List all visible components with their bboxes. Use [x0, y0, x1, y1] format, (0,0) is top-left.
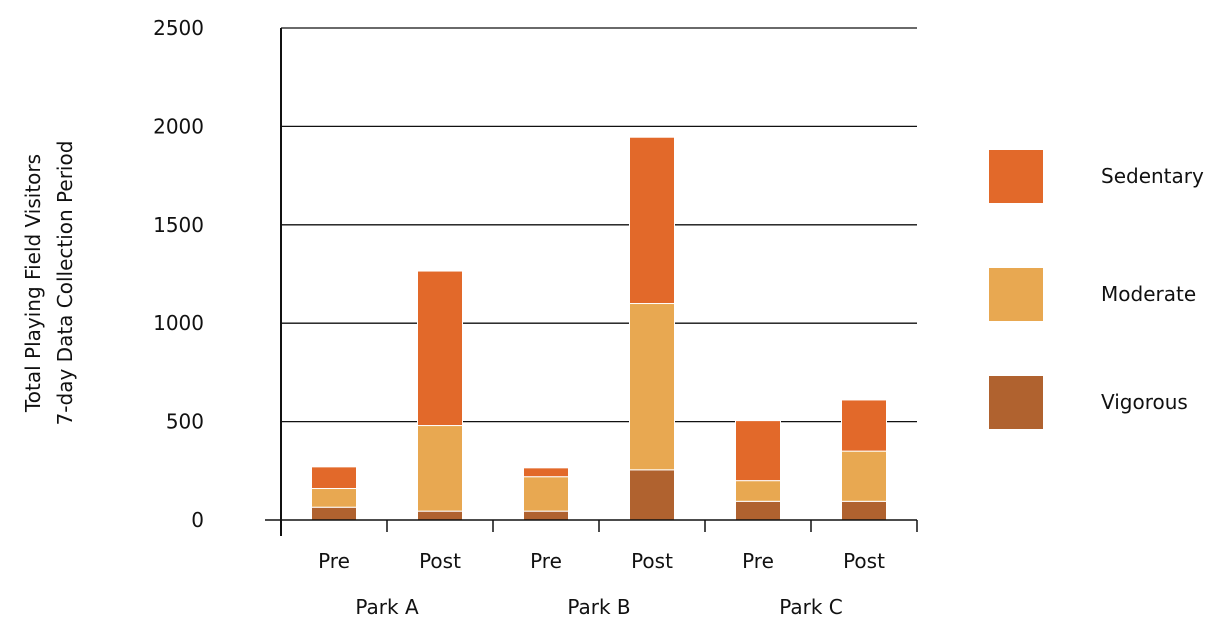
x-tick-labels: Pre Post Pre Post Pre Post	[318, 549, 885, 573]
group-label: Park C	[779, 595, 843, 619]
y-tick-label: 500	[166, 410, 204, 434]
bar-segment-vigorous	[629, 469, 675, 521]
y-axis-title-line: Total Playing Field Visitors	[21, 154, 45, 413]
group-labels: Park A Park B Park C	[355, 595, 842, 619]
legend-swatch-sedentary	[989, 150, 1043, 203]
y-tick-label: 1500	[153, 213, 204, 237]
legend-swatch-vigorous	[989, 376, 1043, 429]
bar-segment-sedentary	[735, 420, 781, 482]
bar-segment-moderate	[311, 488, 357, 508]
group-label: Park B	[567, 595, 630, 619]
bar-segment-sedentary	[523, 467, 569, 478]
y-axis-title: Total Playing Field Visitors 7-day Data C…	[21, 141, 77, 426]
y-tick-labels: 0 500 1000 1500 2000 2500	[153, 16, 204, 532]
bar-segment-sedentary	[629, 136, 675, 305]
bar-segment-vigorous	[523, 510, 569, 521]
axes	[265, 28, 918, 536]
legend-swatch-moderate	[989, 268, 1043, 321]
gridlines	[281, 27, 917, 423]
bar-segment-vigorous	[417, 510, 463, 521]
bar-segment-sedentary	[417, 270, 463, 427]
bar-segment-moderate	[629, 303, 675, 471]
y-tick-label: 2000	[153, 114, 204, 138]
legend-label: Moderate	[1101, 282, 1196, 306]
x-tick-label: Post	[631, 549, 673, 573]
legend-label: Sedentary	[1101, 164, 1204, 188]
x-tick-label: Pre	[530, 549, 562, 573]
bar-segment-moderate	[735, 480, 781, 502]
bars	[311, 136, 887, 521]
legend-label: Vigorous	[1101, 390, 1188, 414]
y-tick-label: 1000	[153, 311, 204, 335]
bar-segment-vigorous	[311, 506, 357, 521]
bar-segment-vigorous	[841, 500, 887, 521]
legend: Sedentary Moderate Vigorous	[989, 150, 1204, 429]
x-tick-label: Post	[419, 549, 461, 573]
x-tick-label: Post	[843, 549, 885, 573]
y-tick-label: 2500	[153, 16, 204, 40]
bar-segment-moderate	[841, 450, 887, 502]
x-tick-label: Pre	[742, 549, 774, 573]
bar-segment-moderate	[417, 425, 463, 512]
bar-segment-moderate	[523, 476, 569, 512]
y-axis-title-line: 7-day Data Collection Period	[53, 141, 77, 426]
x-tick-label: Pre	[318, 549, 350, 573]
bar-segment-vigorous	[735, 500, 781, 521]
bar-segment-sedentary	[311, 466, 357, 490]
y-tick-label: 0	[191, 508, 204, 532]
bar-segment-sedentary	[841, 399, 887, 452]
group-label: Park A	[355, 595, 419, 619]
